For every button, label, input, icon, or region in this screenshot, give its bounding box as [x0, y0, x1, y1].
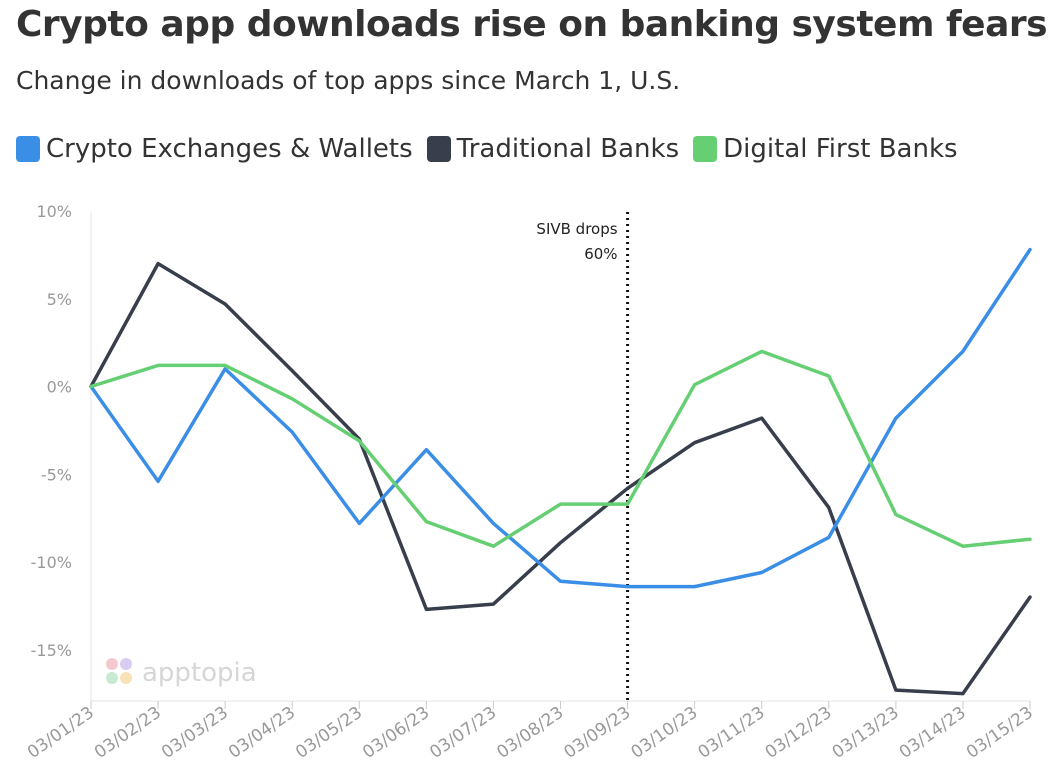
legend-label: Traditional Banks	[456, 134, 680, 164]
series-line	[89, 247, 1032, 589]
line-chart: apptopia 10%5%0%-5%-10%-15% 03/01/2303/0…	[24, 202, 1037, 763]
x-axis: 03/01/2303/02/2303/03/2303/04/2303/05/23…	[24, 700, 1037, 763]
series-lines	[89, 247, 1032, 696]
x-tick-label: 03/15/23	[963, 703, 1037, 763]
x-tick-label: 03/07/23	[426, 703, 500, 763]
x-tick-label: 03/14/23	[896, 703, 970, 763]
x-tick-label: 03/11/23	[695, 703, 769, 763]
x-tick-label: 03/01/23	[24, 703, 98, 763]
series-line	[89, 261, 1032, 696]
legend-item: Crypto Exchanges & Wallets	[16, 134, 413, 164]
x-tick-label: 03/09/23	[560, 703, 634, 763]
annotation-text: SIVB drops	[536, 220, 617, 238]
y-tick-label: 10%	[36, 202, 72, 221]
chart-title: Crypto app downloads rise on banking sys…	[16, 4, 1048, 45]
watermark-logo: apptopia	[106, 658, 257, 688]
x-tick-label: 03/12/23	[762, 703, 836, 763]
legend-item: Traditional Banks	[426, 134, 680, 164]
x-tick-label: 03/10/23	[627, 703, 701, 763]
x-tick-label: 03/08/23	[493, 703, 567, 763]
annotation: SIVB drops 60%	[536, 212, 630, 701]
legend-label: Crypto Exchanges & Wallets	[46, 134, 413, 164]
x-tick-label: 03/03/23	[158, 703, 232, 763]
legend-swatch	[693, 136, 718, 162]
y-axis: 10% 5% 0% -5% -10% -15%	[31, 202, 92, 701]
y-tick-label: 5%	[47, 290, 72, 309]
legend-label: Digital First Banks	[723, 134, 958, 164]
series-line	[89, 349, 1032, 548]
y-tick-label: -5%	[41, 465, 72, 484]
annotation-text: 60%	[584, 245, 617, 263]
y-tick-label: -15%	[31, 641, 72, 660]
legend-swatch	[426, 136, 451, 162]
legend-swatch	[16, 136, 40, 162]
x-tick-label: 03/04/23	[225, 703, 299, 763]
x-tick-label: 03/13/23	[829, 703, 903, 763]
legend-item: Digital First Banks	[693, 134, 958, 164]
x-tick-label: 03/06/23	[359, 703, 433, 763]
x-tick-label: 03/05/23	[292, 703, 366, 763]
legend: Crypto Exchanges & Wallets Traditional Ba…	[16, 134, 958, 164]
watermark-text: apptopia	[142, 658, 257, 688]
y-tick-label: 0%	[47, 378, 72, 397]
chart-subtitle: Change in downloads of top apps since Ma…	[16, 66, 681, 95]
y-tick-label: -10%	[31, 553, 72, 572]
x-tick-label: 03/02/23	[91, 703, 165, 763]
